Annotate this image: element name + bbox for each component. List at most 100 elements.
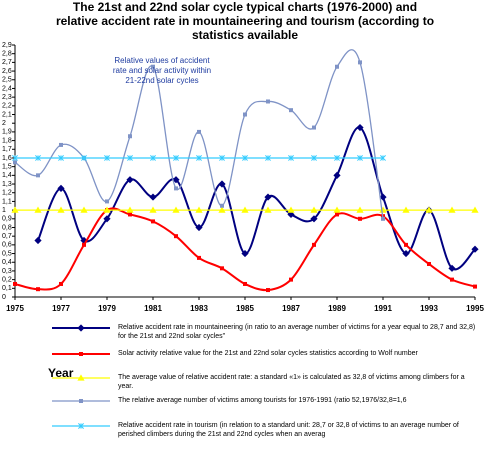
y-tick-label: 1,4	[2, 172, 12, 179]
legend-label: Relative accident rate in tourism (in re…	[118, 422, 459, 438]
y-tick-label: 2,9	[2, 42, 12, 49]
marker	[312, 242, 316, 247]
x-tick-label: 1975	[6, 304, 24, 313]
y-tick-label: 2,4	[2, 85, 12, 92]
marker	[289, 277, 293, 282]
x-tick-label: 1993	[420, 304, 438, 313]
marker	[311, 155, 317, 161]
marker	[11, 206, 19, 213]
marker	[77, 324, 85, 332]
x-tick-label: 1995	[466, 304, 484, 313]
marker	[174, 234, 178, 239]
legend-label: Relative accident rate in mountaineering…	[118, 324, 476, 340]
chart-title: relative accident rate in mountaineering…	[56, 14, 434, 28]
marker	[220, 266, 224, 271]
marker	[243, 281, 247, 286]
marker	[358, 60, 362, 65]
y-tick-label: 1,5	[2, 163, 12, 170]
y-tick-label: 0,9	[2, 216, 12, 223]
marker	[243, 112, 247, 117]
marker	[264, 206, 272, 213]
y-tick-label: 1,6	[2, 155, 12, 162]
marker	[174, 186, 178, 191]
marker	[151, 64, 155, 69]
marker	[13, 160, 17, 165]
legend-label: The average value of relative accident r…	[118, 374, 465, 390]
y-tick-label: 1,1	[2, 198, 12, 205]
x-tick-label: 1985	[236, 304, 254, 313]
y-tick-label: 0,2	[2, 276, 12, 283]
marker	[78, 423, 84, 429]
marker	[34, 206, 42, 213]
y-tick-label: 0,8	[2, 224, 12, 231]
marker	[471, 206, 479, 213]
marker	[150, 155, 156, 161]
marker	[310, 206, 318, 213]
marker	[82, 242, 86, 247]
marker	[241, 206, 249, 213]
marker	[172, 206, 180, 213]
marker	[241, 249, 249, 258]
x-tick-label: 1987	[282, 304, 300, 313]
marker	[450, 277, 454, 282]
marker	[379, 206, 387, 213]
marker	[127, 155, 133, 161]
marker	[80, 236, 88, 245]
legend-label: The relative average number of victims a…	[118, 397, 407, 404]
marker	[471, 245, 479, 253]
marker	[151, 219, 155, 224]
marker	[356, 123, 364, 132]
marker	[448, 264, 456, 272]
y-tick-label: 1,8	[2, 137, 12, 144]
y-tick-label: 1,9	[2, 129, 12, 136]
marker	[36, 173, 40, 178]
marker	[197, 255, 201, 260]
marker	[80, 206, 88, 213]
marker	[35, 155, 41, 161]
marker	[264, 193, 272, 201]
marker	[358, 216, 362, 221]
marker	[105, 199, 109, 204]
marker	[289, 108, 293, 113]
marker	[128, 212, 132, 217]
y-tick-label: 2,6	[2, 68, 12, 75]
annotation: Relative values of accident rate and sol…	[112, 56, 212, 85]
marker	[149, 206, 157, 213]
marker	[79, 352, 83, 356]
marker	[103, 215, 111, 223]
marker	[126, 206, 134, 213]
marker	[380, 155, 386, 161]
marker	[36, 287, 40, 292]
marker	[59, 142, 63, 147]
marker	[473, 284, 477, 289]
marker	[333, 206, 341, 213]
y-tick-label: 1,7	[2, 146, 12, 153]
marker	[81, 155, 87, 161]
marker	[242, 155, 248, 161]
marker	[404, 242, 408, 247]
marker	[427, 261, 431, 266]
marker	[357, 155, 363, 161]
marker	[220, 203, 224, 208]
marker	[333, 171, 341, 179]
legend-label: Solar activity relative value for the 21…	[118, 350, 418, 357]
y-tick-label: 2,7	[2, 59, 12, 66]
marker	[103, 206, 111, 213]
y-tick-label: 2,2	[2, 103, 12, 110]
marker	[381, 216, 385, 221]
marker	[128, 134, 132, 139]
marker	[12, 155, 18, 161]
marker	[266, 288, 270, 293]
y-tick-label: 1,3	[2, 181, 12, 188]
y-tick-label: 0,1	[2, 285, 12, 292]
y-tick-label: 0,4	[2, 259, 12, 266]
x-tick-label: 1989	[328, 304, 346, 313]
x-axis-label: Year	[48, 366, 74, 380]
marker	[335, 212, 339, 217]
marker	[425, 206, 433, 213]
y-tick-label: 2,3	[2, 94, 12, 101]
marker	[34, 236, 42, 245]
y-tick-label: 1,2	[2, 190, 12, 197]
series-line	[14, 207, 476, 292]
